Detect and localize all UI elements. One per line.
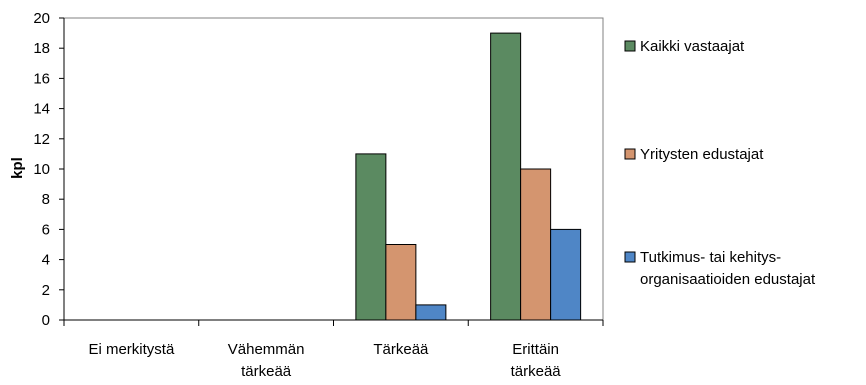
legend-label-line: Kaikki vastaajat [640, 38, 745, 55]
x-tick-label-line: tärkeää [241, 363, 292, 380]
y-tick-label: 6 [42, 221, 50, 238]
legend-label-line: Tutkimus- tai kehitys- [640, 249, 781, 266]
x-tick-label-line: Erittäin [512, 341, 559, 358]
x-tick-label: Vähemmän tärkeää [228, 341, 305, 380]
legend-label: Kaikki vastaajat [640, 38, 745, 55]
bar [385, 244, 417, 321]
y-tick-label: 16 [33, 70, 50, 87]
legend-swatch [624, 40, 636, 52]
y-tick-label: 4 [42, 252, 50, 269]
bar [550, 228, 582, 321]
x-tick-label-line: tärkeää [511, 363, 562, 380]
x-tick-label-line: Tärkeää [373, 341, 429, 358]
x-tick-label-line: Vähemmän [228, 341, 305, 358]
y-axis-label: kpl [9, 157, 26, 179]
y-tick-label: 14 [33, 101, 50, 118]
bars-group [355, 32, 582, 321]
y-tick-label: 10 [33, 161, 50, 178]
bar [520, 168, 552, 321]
y-tick-label: 2 [42, 282, 50, 299]
x-axis: Ei merkitystä Vähemmän tärkeää Tärkeää Eritt… [63, 319, 604, 380]
bar [490, 32, 522, 321]
legend-label: Yritysten edustajat [640, 146, 764, 163]
legend-label-line: organisaatioiden edustajat [640, 271, 816, 288]
x-tick-label: Tärkeää [373, 341, 429, 358]
y-tick-label: 18 [33, 40, 50, 57]
legend-swatch [624, 251, 636, 263]
x-tick-label: Ei merkitystä [88, 341, 175, 358]
y-axis: 0 2 4 6 8 10 12 14 16 18 20 [33, 10, 65, 329]
y-tick-label: 12 [33, 131, 50, 148]
bar [415, 304, 447, 321]
legend-label: Tutkimus- tai kehitys-organisaatioiden e… [640, 249, 816, 288]
y-tick-label: 0 [42, 312, 50, 329]
legend-label-line: Yritysten edustajat [640, 146, 764, 163]
bar [355, 153, 387, 321]
x-tick-label: Erittäin tärkeää [511, 341, 562, 380]
y-tick-label: 8 [42, 191, 50, 208]
y-tick-label: 20 [33, 10, 50, 27]
x-tick-label-line: Ei merkitystä [88, 341, 175, 358]
legend: Kaikki vastaajat Yritysten edustajat Tutki… [624, 38, 816, 288]
legend-swatch [624, 148, 636, 160]
